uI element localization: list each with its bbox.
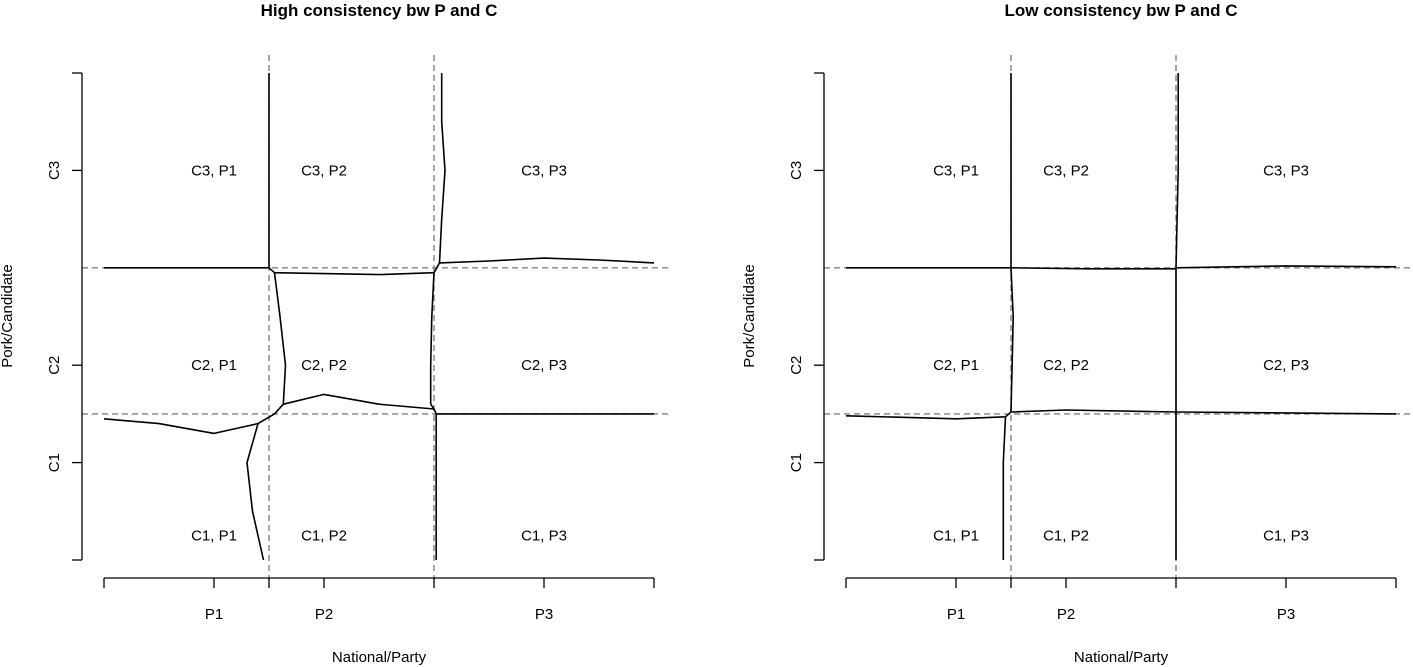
region-boundary bbox=[283, 393, 435, 410]
cell-label: C2, P1 bbox=[191, 357, 237, 374]
y-tick-label: C3 bbox=[46, 161, 63, 180]
panel-high-consistency: High consistency bw P and C National/Par… bbox=[0, 1, 672, 666]
axes: P1 P2 P3 C1 C2 C3 bbox=[788, 72, 1397, 623]
cell-label: C2, P1 bbox=[933, 357, 979, 374]
y-tick-label: C3 bbox=[788, 161, 805, 180]
region-boundary bbox=[1175, 265, 1397, 269]
x-tick-label: P1 bbox=[947, 606, 965, 623]
x-axis-label: National/Party bbox=[1074, 649, 1169, 666]
axes: P1 P2 P3 C1 C2 C3 bbox=[46, 72, 655, 623]
x-tick-label: P1 bbox=[205, 606, 223, 623]
x-axis-label: National/Party bbox=[332, 649, 427, 666]
region-boundary bbox=[433, 408, 654, 415]
region-boundary bbox=[439, 257, 655, 264]
region-boundary bbox=[1010, 409, 1177, 413]
region-boundary bbox=[1010, 267, 1015, 413]
region-boundary bbox=[845, 411, 1012, 420]
x-tick-label: P3 bbox=[535, 606, 553, 623]
x-tick-label: P3 bbox=[1277, 606, 1295, 623]
y-tick-label: C2 bbox=[46, 356, 63, 375]
boundary-lines bbox=[845, 73, 1397, 560]
cell-labels: C3, P1 C3, P2 C3, P3 C2, P1 C2, P2 C2, P3 C1, … bbox=[933, 162, 1309, 544]
cell-label: C3, P1 bbox=[191, 162, 237, 179]
panel-low-consistency: Low consistency bw P and C National/Part… bbox=[741, 1, 1413, 666]
cell-label: C1, P2 bbox=[1043, 528, 1089, 545]
x-tick-label: P2 bbox=[1057, 606, 1075, 623]
region-boundary bbox=[1175, 73, 1179, 268]
cell-label: C1, P1 bbox=[191, 528, 237, 545]
region-boundary bbox=[246, 423, 265, 561]
region-boundary bbox=[846, 266, 1176, 270]
cell-label: C1, P2 bbox=[301, 528, 347, 545]
cell-label: C3, P2 bbox=[301, 162, 347, 179]
y-axis-label: Pork/Candidate bbox=[741, 264, 758, 367]
cell-label: C3, P1 bbox=[933, 162, 979, 179]
cutpoint-lines bbox=[824, 55, 1413, 580]
region-boundary bbox=[104, 266, 435, 276]
cell-label: C2, P3 bbox=[1263, 357, 1309, 374]
cell-label: C3, P3 bbox=[1263, 162, 1309, 179]
cell-label: C1, P1 bbox=[933, 528, 979, 545]
cell-label: C2, P2 bbox=[301, 357, 347, 374]
chart-title: High consistency bw P and C bbox=[261, 1, 498, 20]
x-tick-label: P2 bbox=[315, 606, 333, 623]
cell-labels: C3, P1 C3, P2 C3, P3 C2, P1 C2, P2 C2, P3 C1, … bbox=[191, 162, 567, 544]
cutpoint-lines bbox=[82, 55, 672, 580]
region-boundary bbox=[103, 403, 284, 435]
cell-label: C2, P3 bbox=[521, 357, 567, 374]
cell-label: C2, P2 bbox=[1043, 357, 1089, 374]
chart-title: Low consistency bw P and C bbox=[1004, 1, 1237, 20]
region-boundary bbox=[429, 272, 435, 410]
y-tick-label: C2 bbox=[788, 356, 805, 375]
region-boundary bbox=[1002, 416, 1007, 560]
cell-label: C1, P3 bbox=[1263, 528, 1309, 545]
y-tick-label: C1 bbox=[788, 453, 805, 472]
region-boundary bbox=[1175, 411, 1397, 415]
boundary-lines bbox=[103, 73, 655, 561]
region-boundary bbox=[273, 272, 287, 405]
cell-label: C3, P2 bbox=[1043, 162, 1089, 179]
cell-label: C1, P3 bbox=[521, 528, 567, 545]
y-axis-label: Pork/Candidate bbox=[0, 264, 16, 367]
cell-label: C3, P3 bbox=[521, 162, 567, 179]
region-boundary bbox=[433, 73, 446, 274]
y-tick-label: C1 bbox=[46, 453, 63, 472]
